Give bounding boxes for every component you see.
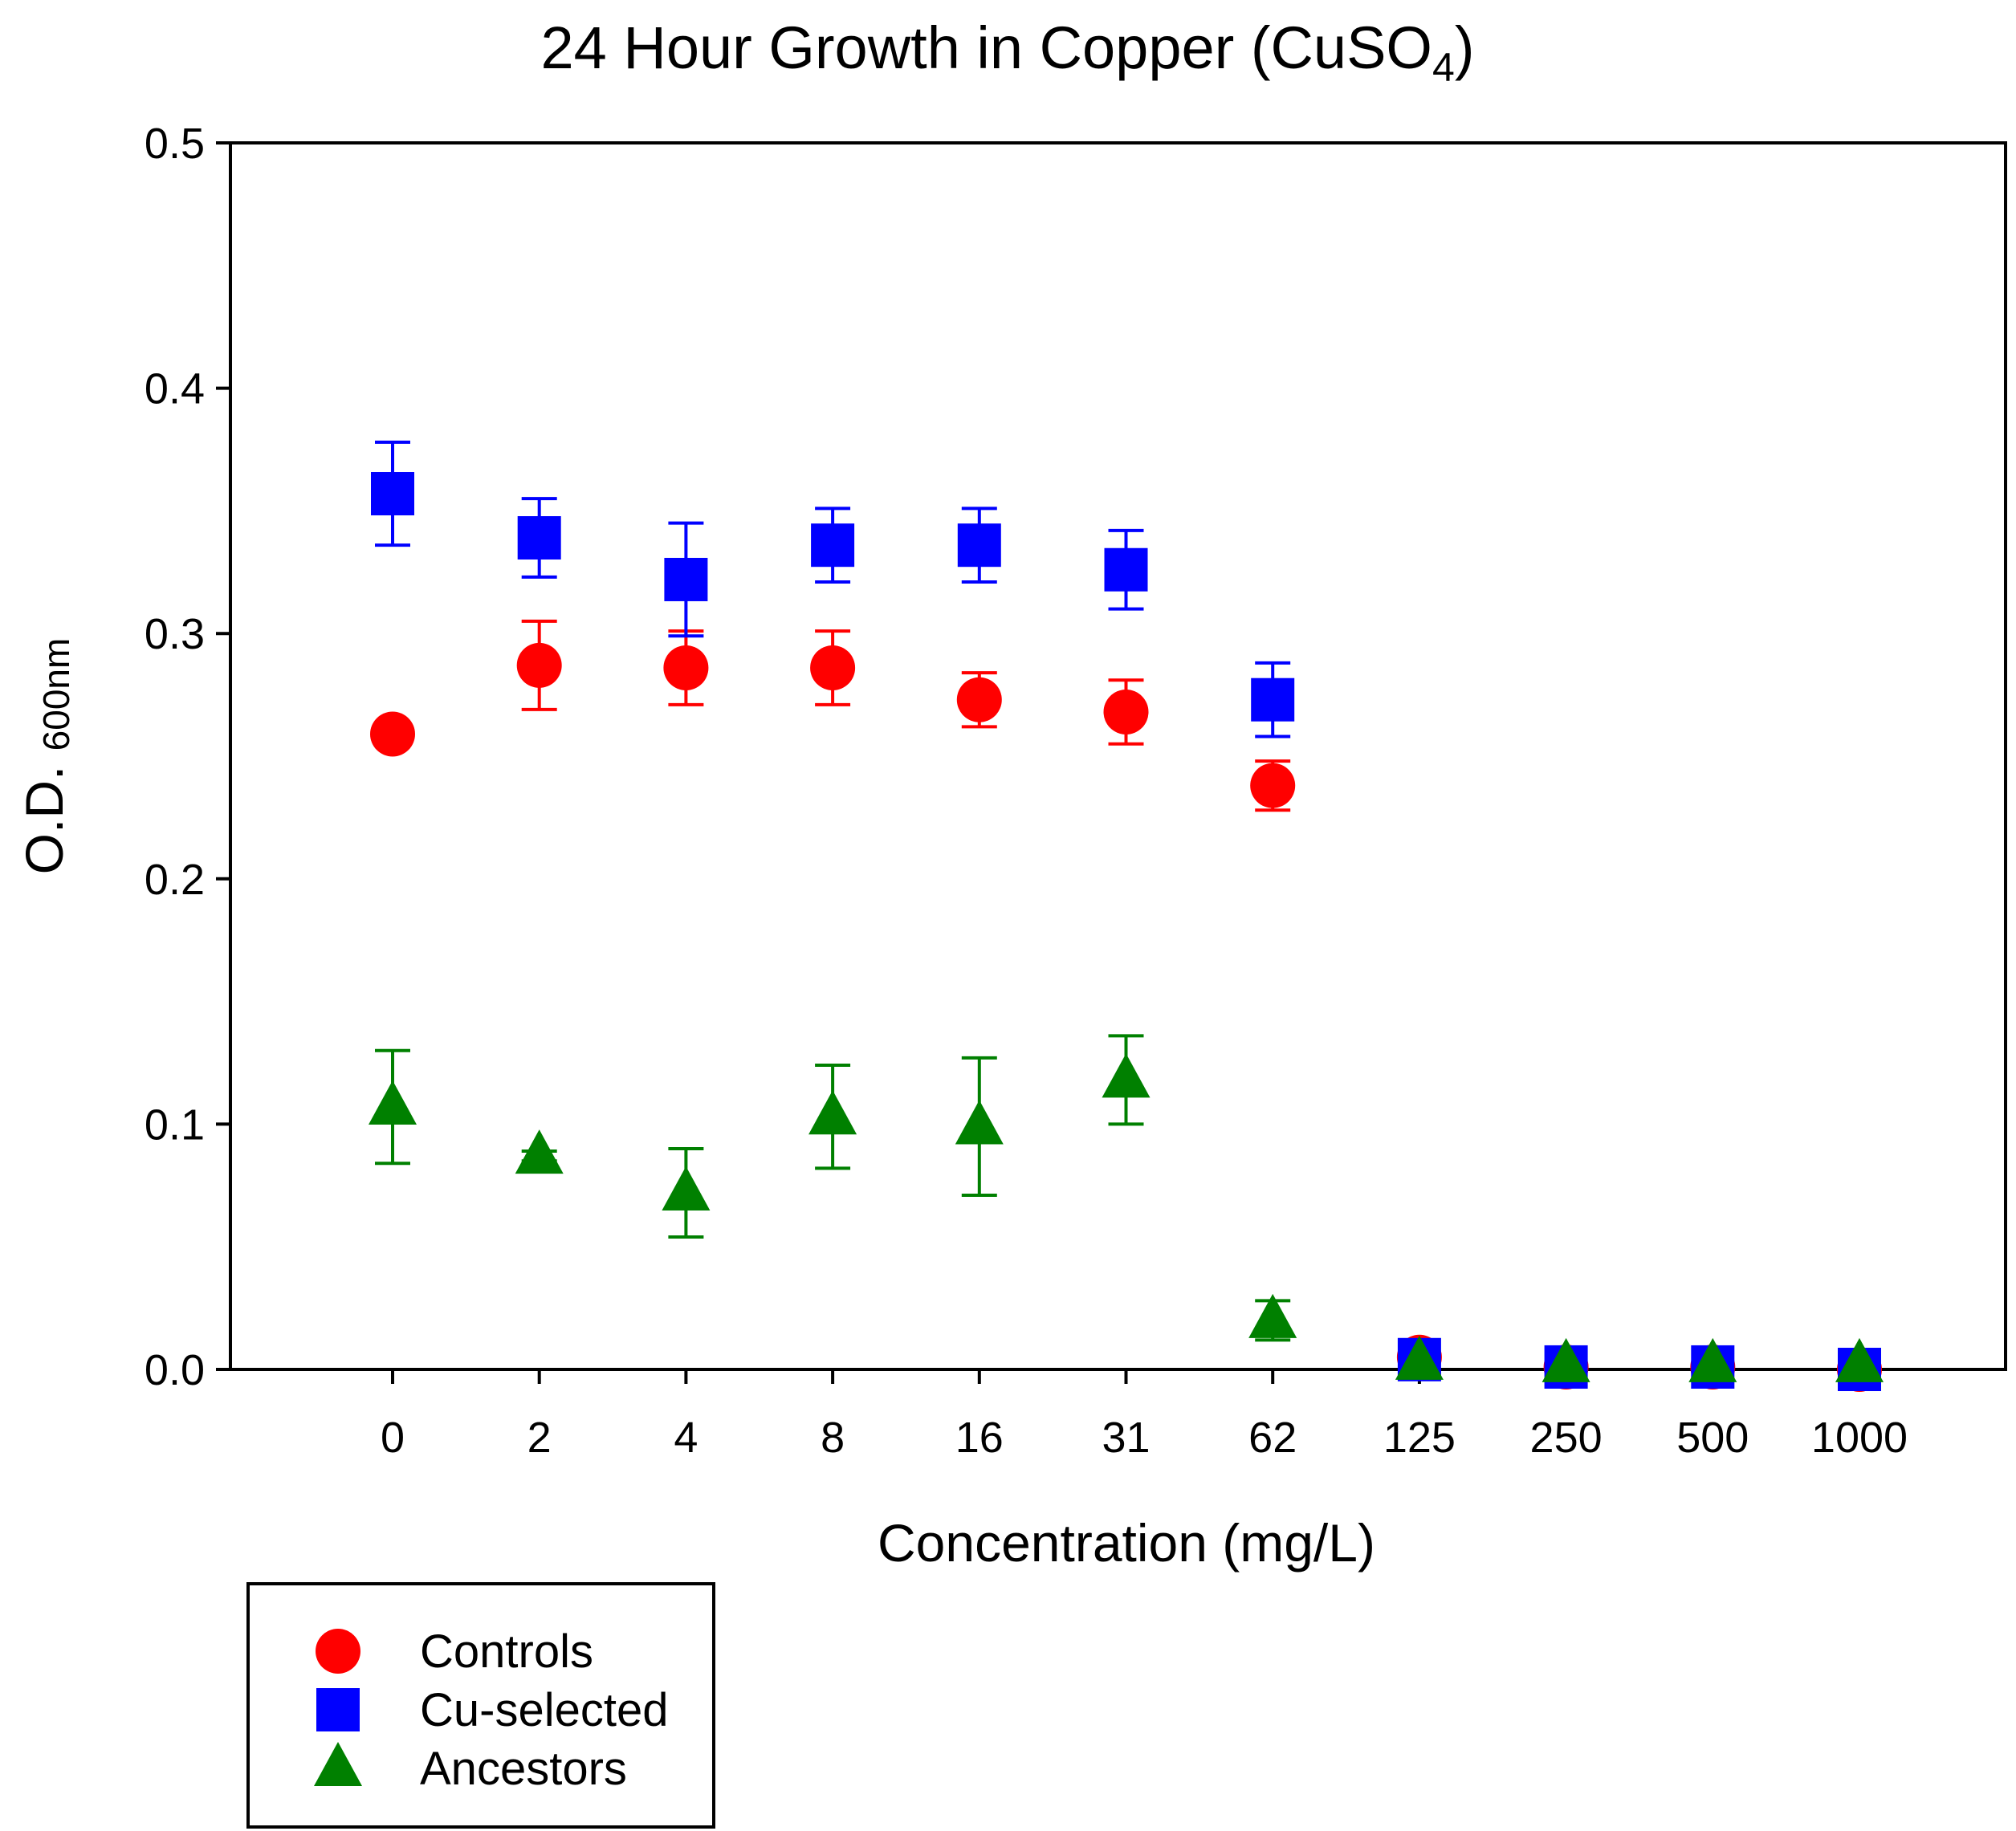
data-point bbox=[663, 645, 709, 690]
legend-label-controls: Controls bbox=[420, 1626, 593, 1678]
series-controls bbox=[370, 619, 1882, 1392]
data-point bbox=[370, 711, 415, 757]
x-tick-label: 250 bbox=[1530, 1414, 1603, 1462]
x-axis-label: Concentration (mg/L) bbox=[878, 1513, 1375, 1573]
data-point bbox=[1835, 1337, 1884, 1382]
data-point bbox=[515, 1129, 564, 1174]
x-tick-label: 16 bbox=[955, 1414, 1004, 1462]
data-point bbox=[1104, 547, 1148, 592]
x-tick-label: 1000 bbox=[1811, 1414, 1908, 1462]
data-point bbox=[957, 523, 1001, 568]
x-tick-label: 62 bbox=[1248, 1414, 1297, 1462]
data-point bbox=[516, 642, 562, 688]
x-axis: 0 2 4 8 16 31 62 125 250 500 1000 bbox=[381, 1369, 1908, 1462]
data-point bbox=[811, 523, 855, 568]
data-point bbox=[1251, 677, 1295, 722]
x-tick-label: 500 bbox=[1676, 1414, 1749, 1462]
y-tick-label: 0.1 bbox=[145, 1101, 205, 1149]
data-point bbox=[1248, 1293, 1297, 1338]
data-point bbox=[956, 677, 1002, 722]
x-tick-label: 2 bbox=[527, 1414, 552, 1462]
y-tick-label: 0.3 bbox=[145, 610, 205, 658]
data-point bbox=[1250, 763, 1296, 808]
y-tick-label: 0.2 bbox=[145, 856, 205, 904]
data-point bbox=[662, 1166, 711, 1210]
legend-marker-cu-selected bbox=[316, 1688, 360, 1731]
data-point bbox=[808, 1090, 857, 1135]
chart-title: 24 Hour Growth in Copper (CuSO4) bbox=[541, 14, 1475, 90]
series-ancestors bbox=[369, 1034, 1884, 1382]
legend-label-ancestors: Ancestors bbox=[420, 1743, 627, 1795]
legend-marker-ancestors bbox=[314, 1742, 362, 1786]
x-tick-label: 8 bbox=[821, 1414, 845, 1462]
data-point bbox=[1103, 689, 1149, 734]
y-tick-label: 0.5 bbox=[145, 120, 205, 168]
plot-area bbox=[229, 141, 2007, 1371]
y-axis-label: O.D. 600nm bbox=[14, 638, 77, 875]
data-point bbox=[1688, 1337, 1737, 1382]
data-point bbox=[664, 557, 708, 601]
x-tick-label: 0 bbox=[381, 1414, 405, 1462]
data-point bbox=[517, 516, 561, 560]
x-tick-label: 31 bbox=[1102, 1414, 1150, 1462]
data-point bbox=[369, 1080, 417, 1125]
series-cu-selected bbox=[371, 440, 1881, 1391]
data-series-layer bbox=[369, 440, 1884, 1392]
y-tick-label: 0.4 bbox=[145, 365, 205, 413]
data-point bbox=[1395, 1335, 1444, 1380]
legend: Controls Cu-selected Ancestors bbox=[246, 1582, 715, 1829]
data-point bbox=[955, 1100, 1004, 1145]
data-point bbox=[371, 472, 414, 516]
data-point bbox=[810, 645, 856, 690]
legend-marker-controls bbox=[316, 1629, 360, 1674]
data-point bbox=[1542, 1337, 1590, 1382]
data-point bbox=[1102, 1053, 1151, 1098]
x-tick-label: 4 bbox=[674, 1414, 698, 1462]
legend-label-cu-selected: Cu-selected bbox=[420, 1684, 668, 1736]
y-axis: 0.0 0.1 0.2 0.3 0.4 0.5 bbox=[145, 120, 230, 1394]
y-tick-label: 0.0 bbox=[145, 1346, 205, 1394]
x-tick-label: 125 bbox=[1383, 1414, 1456, 1462]
